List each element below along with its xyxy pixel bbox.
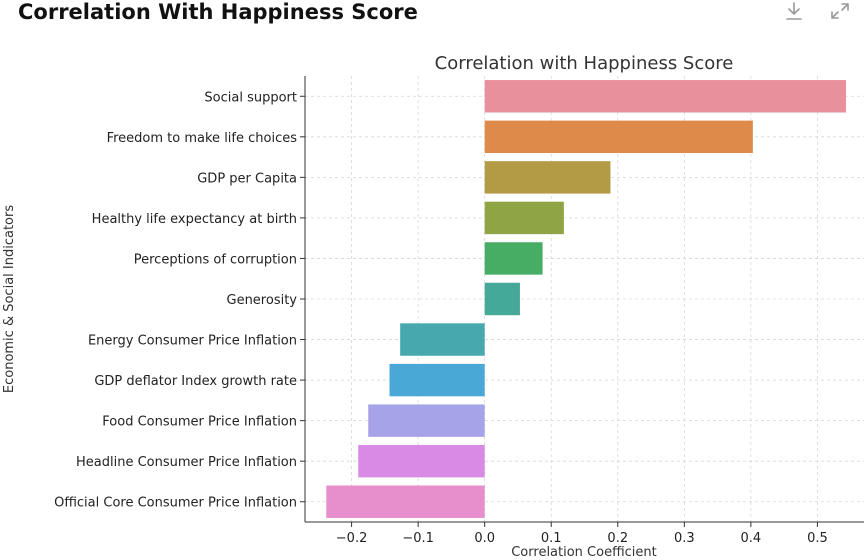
bar bbox=[326, 485, 485, 518]
y-axis-label: Economic & Social Indicators bbox=[2, 205, 17, 393]
y-tick-label: Energy Consumer Price Inflation bbox=[88, 334, 297, 349]
y-tick-label: GDP deflator Index growth rate bbox=[94, 374, 297, 389]
x-tick-labels: −0.2 −0.1 0.0 0.1 0.2 0.3 0.4 0.5 bbox=[336, 531, 828, 546]
bar bbox=[368, 404, 485, 437]
bar bbox=[484, 201, 564, 235]
bar bbox=[389, 363, 485, 397]
y-tick-label: Generosity bbox=[227, 293, 298, 308]
toolbar bbox=[782, 0, 852, 22]
bar bbox=[358, 444, 485, 478]
x-tick-label: 0.0 bbox=[474, 531, 495, 546]
x-axis-label: Correlation Coefficient bbox=[511, 545, 657, 560]
y-tick-label: Headline Consumer Price Inflation bbox=[76, 455, 297, 470]
x-tick-label: 0.1 bbox=[541, 531, 562, 546]
bar bbox=[400, 323, 485, 356]
axes bbox=[300, 76, 864, 527]
y-tick-label: Food Consumer Price Inflation bbox=[102, 415, 297, 430]
y-tick-label: Perceptions of corruption bbox=[134, 252, 297, 267]
y-tick-label: Freedom to make life choices bbox=[107, 131, 298, 146]
bar bbox=[484, 80, 847, 113]
page-title: Correlation With Happiness Score bbox=[18, 0, 418, 24]
bars bbox=[326, 80, 847, 518]
bar bbox=[484, 282, 520, 316]
bar bbox=[484, 242, 543, 275]
bar bbox=[484, 161, 611, 194]
y-tick-label: Official Core Consumer Price Inflation bbox=[54, 496, 297, 511]
download-button[interactable] bbox=[782, 0, 806, 22]
x-tick-label: −0.1 bbox=[402, 531, 434, 546]
x-tick-label: 0.4 bbox=[741, 531, 762, 546]
download-icon bbox=[786, 2, 802, 20]
chart-title: Correlation with Happiness Score bbox=[435, 53, 734, 74]
y-tick-labels: Social support Freedom to make life choic… bbox=[54, 90, 297, 510]
x-tick-label: 0.3 bbox=[674, 531, 695, 546]
y-tick-label: Healthy life expectancy at birth bbox=[92, 212, 297, 227]
y-tick-label: Social support bbox=[204, 90, 297, 105]
x-tick-label: 0.5 bbox=[807, 531, 828, 546]
x-tick-label: −0.2 bbox=[336, 531, 368, 546]
bar bbox=[484, 120, 753, 154]
expand-icon bbox=[831, 3, 849, 19]
x-tick-label: 0.2 bbox=[607, 531, 628, 546]
expand-button[interactable] bbox=[828, 0, 852, 22]
y-tick-label: GDP per Capita bbox=[197, 171, 297, 186]
